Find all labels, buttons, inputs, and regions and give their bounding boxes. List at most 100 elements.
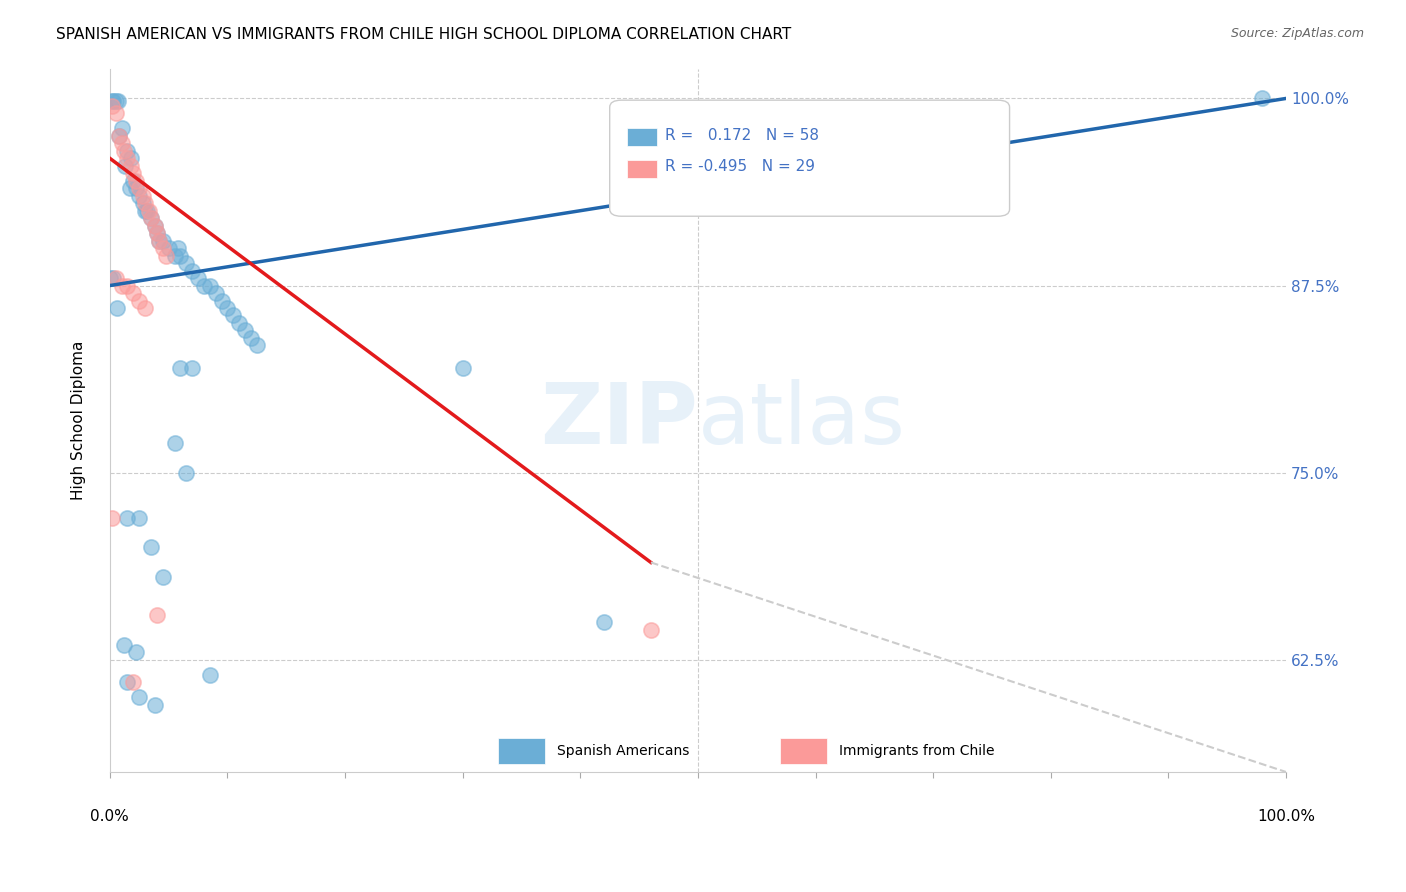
- Point: [134, 196, 156, 211]
- Point: [169, 249, 191, 263]
- Point: [120, 151, 142, 165]
- Point: [198, 667, 221, 681]
- Bar: [627, 128, 657, 146]
- Point: [110, 121, 132, 136]
- Point: [148, 234, 170, 248]
- Point: [152, 570, 174, 584]
- Point: [132, 196, 155, 211]
- Text: R =   0.172   N = 58: R = 0.172 N = 58: [665, 128, 818, 143]
- Point: [103, 95, 125, 109]
- Point: [169, 360, 191, 375]
- Point: [110, 136, 132, 151]
- Point: [122, 675, 145, 690]
- Point: [104, 106, 127, 120]
- Text: Source: ZipAtlas.com: Source: ZipAtlas.com: [1230, 27, 1364, 40]
- Point: [132, 188, 155, 202]
- Point: [128, 188, 150, 202]
- Point: [108, 128, 131, 143]
- Point: [176, 256, 198, 270]
- FancyBboxPatch shape: [610, 100, 1010, 216]
- Point: [108, 128, 131, 143]
- Point: [134, 203, 156, 218]
- Point: [110, 278, 132, 293]
- Point: [120, 159, 142, 173]
- Point: [122, 285, 145, 300]
- Text: Spanish Americans: Spanish Americans: [557, 744, 689, 758]
- Text: R = -0.495   N = 29: R = -0.495 N = 29: [665, 160, 815, 175]
- Point: [451, 360, 474, 375]
- Point: [117, 151, 139, 165]
- Point: [143, 219, 166, 233]
- Point: [103, 271, 125, 285]
- Point: [163, 435, 186, 450]
- Point: [240, 331, 263, 345]
- Text: Immigrants from Chile: Immigrants from Chile: [839, 744, 994, 758]
- Point: [139, 211, 162, 226]
- Point: [114, 159, 136, 173]
- Point: [193, 278, 215, 293]
- Point: [640, 623, 662, 637]
- Point: [146, 607, 169, 622]
- Point: [155, 249, 177, 263]
- Point: [139, 211, 162, 226]
- Point: [146, 226, 169, 240]
- Point: [167, 241, 190, 255]
- Point: [217, 301, 239, 315]
- Point: [222, 309, 245, 323]
- Point: [112, 638, 135, 652]
- Point: [128, 510, 150, 524]
- Point: [592, 615, 614, 630]
- Point: [163, 249, 186, 263]
- Point: [118, 181, 141, 195]
- Point: [233, 323, 256, 337]
- Point: [146, 226, 169, 240]
- Point: [117, 510, 139, 524]
- Point: [246, 338, 269, 352]
- Point: [143, 219, 166, 233]
- Point: [128, 690, 150, 705]
- Point: [152, 234, 174, 248]
- Point: [134, 301, 156, 315]
- Text: atlas: atlas: [697, 379, 905, 462]
- Point: [181, 360, 204, 375]
- Text: SPANISH AMERICAN VS IMMIGRANTS FROM CHILE HIGH SCHOOL DIPLOMA CORRELATION CHART: SPANISH AMERICAN VS IMMIGRANTS FROM CHIL…: [56, 27, 792, 42]
- Point: [101, 99, 124, 113]
- Point: [122, 166, 145, 180]
- Point: [157, 241, 180, 255]
- Point: [143, 698, 166, 712]
- Point: [198, 278, 221, 293]
- Point: [112, 144, 135, 158]
- Text: 0.0%: 0.0%: [90, 809, 129, 824]
- Point: [107, 95, 129, 109]
- Point: [125, 645, 148, 659]
- Point: [105, 301, 128, 315]
- Point: [136, 203, 159, 218]
- Point: [101, 95, 124, 109]
- Point: [117, 144, 139, 158]
- Point: [104, 271, 127, 285]
- Point: [1251, 91, 1274, 105]
- Point: [101, 510, 124, 524]
- Point: [98, 271, 121, 285]
- Point: [176, 466, 198, 480]
- Point: [125, 174, 148, 188]
- Point: [211, 293, 233, 308]
- Point: [204, 285, 226, 300]
- Point: [139, 541, 162, 555]
- Point: [138, 203, 160, 218]
- Point: [187, 271, 209, 285]
- Point: [128, 293, 150, 308]
- Point: [181, 263, 204, 277]
- Bar: [780, 739, 827, 764]
- Point: [148, 234, 170, 248]
- Text: 100.0%: 100.0%: [1257, 809, 1315, 824]
- Text: ZIP: ZIP: [540, 379, 697, 462]
- Point: [122, 174, 145, 188]
- Bar: [627, 160, 657, 178]
- Point: [228, 316, 250, 330]
- Point: [152, 241, 174, 255]
- Point: [104, 95, 127, 109]
- Point: [117, 278, 139, 293]
- Bar: [498, 739, 546, 764]
- Y-axis label: High School Diploma: High School Diploma: [72, 341, 86, 500]
